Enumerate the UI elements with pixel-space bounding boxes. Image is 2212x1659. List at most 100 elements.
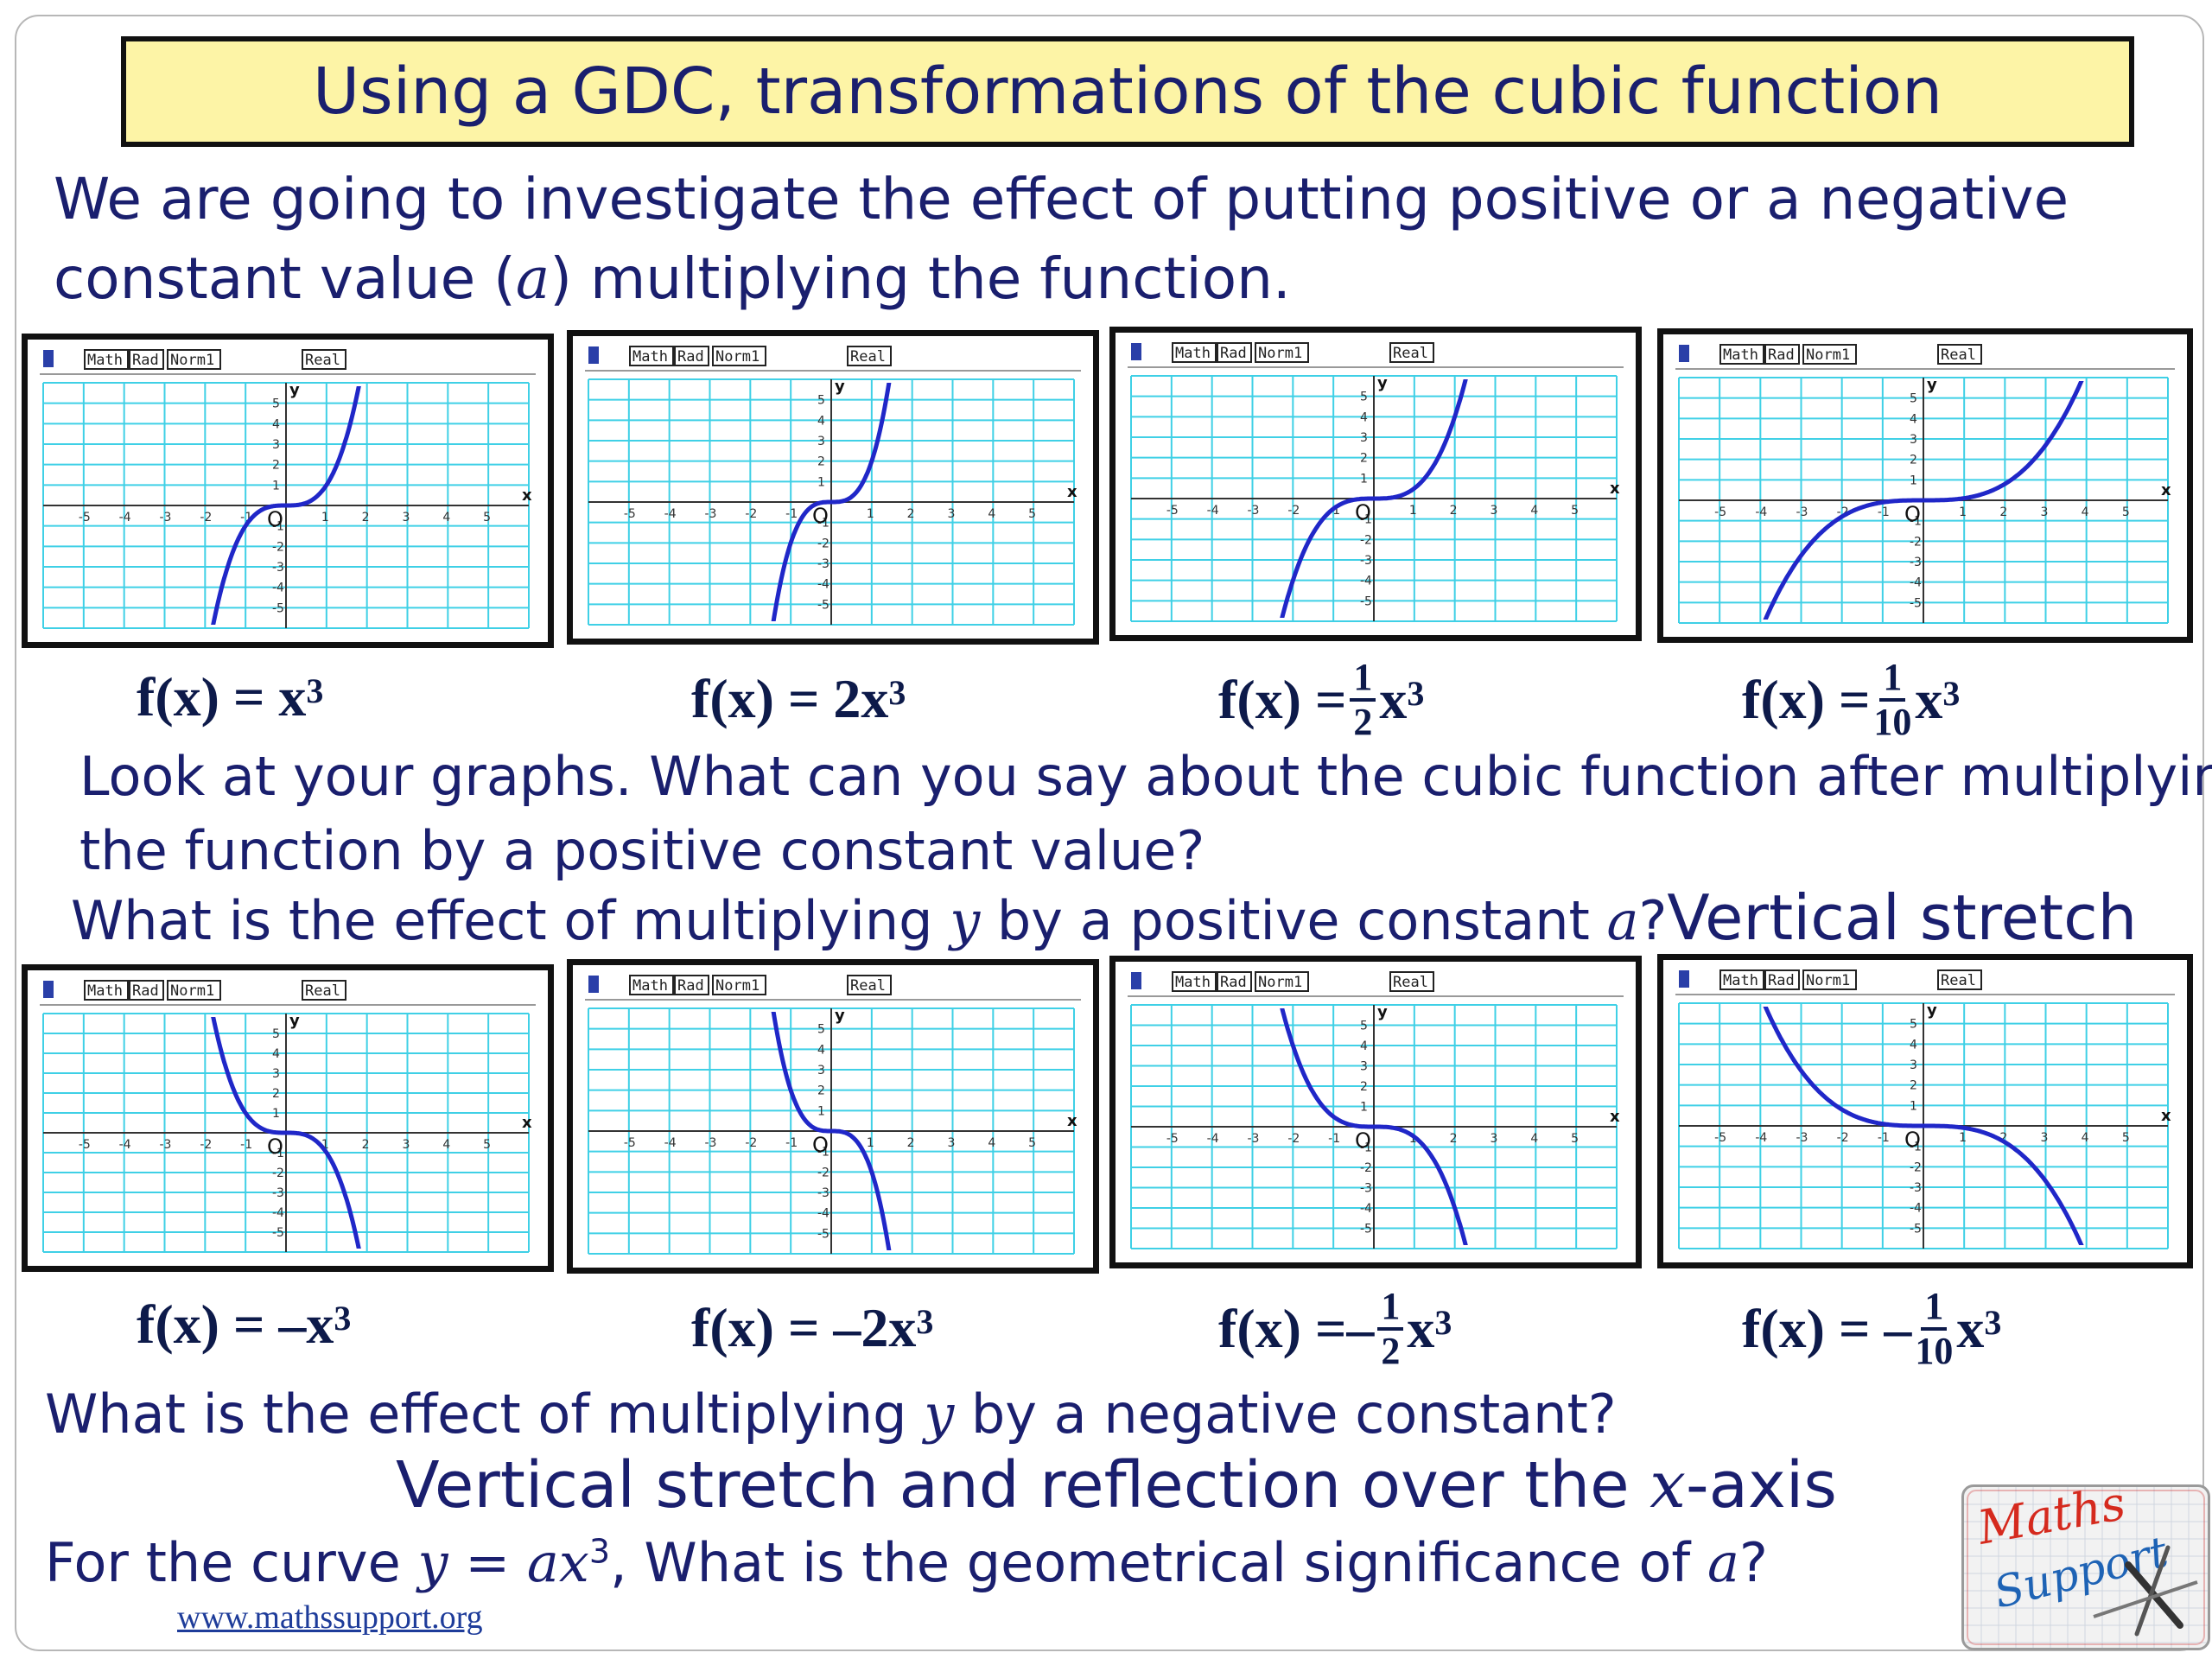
status-badge-text: Norm1 <box>715 348 760 365</box>
cubic-curve <box>771 383 892 621</box>
status-badge <box>674 975 709 995</box>
x-tick-label: 1 <box>1959 505 1967 519</box>
cubic-curve <box>1763 1007 2084 1245</box>
status-badge <box>167 349 221 370</box>
question4-eq-y: y <box>417 1531 448 1594</box>
y-tick-label: -3 <box>1360 554 1372 568</box>
y-tick-label: 4 <box>817 1043 825 1057</box>
formula-pos-2-text: f(x) = 2x <box>691 668 889 729</box>
y-tick-label: 2 <box>272 1087 280 1101</box>
x-tick-label: 4 <box>2082 505 2089 519</box>
intro-line-1: We are going to investigate the effect o… <box>54 166 2069 232</box>
x-tick-label: 4 <box>1530 1132 1538 1146</box>
question2-post: ? <box>1638 889 1668 952</box>
formula-pos-4-exp: 3 <box>1942 673 1961 713</box>
status-badge-text: Math <box>87 352 123 369</box>
x-tick-label: 4 <box>988 507 995 521</box>
cubic-curve <box>1280 1008 1468 1245</box>
question2-pre: What is the effect of multiplying <box>71 889 950 952</box>
y-tick-label: -5 <box>817 598 830 612</box>
footer-url-link[interactable]: www.mathssupport.org <box>177 1599 483 1636</box>
answer-vertical-stretch: Vertical stretch <box>1667 881 2138 954</box>
status-badge-text: Norm1 <box>1258 974 1302 991</box>
y-tick-label: 2 <box>1360 1080 1368 1094</box>
y-tick-label: 5 <box>1910 1018 1917 1032</box>
fraction-denominator: 2 <box>1353 701 1373 743</box>
status-badge-text: Math <box>1175 974 1211 991</box>
formula-pos-4: f(x) = 1 10 x 3 <box>1742 658 1960 741</box>
status-badge <box>1255 971 1309 992</box>
x-tick-label: 3 <box>2041 1131 2049 1145</box>
x-tick-label: -3 <box>160 1138 172 1152</box>
x-tick-label: -5 <box>79 511 91 524</box>
status-badge-text: Rad <box>1768 972 1795 989</box>
x-tick-label: -2 <box>1287 504 1300 518</box>
answer3-pre: Vertical stretch and reflection over the <box>396 1448 1650 1522</box>
x-tick-label: 5 <box>2122 1131 2130 1145</box>
formula-neg-2: f(x) = –2x 3 <box>691 1296 933 1360</box>
question2-var-a: a <box>1606 889 1639 952</box>
x-axis-label: x <box>2161 481 2171 499</box>
battery-icon <box>588 976 599 993</box>
formula-pos-3-pre: f(x) = <box>1218 669 1347 730</box>
x-tick-label: -3 <box>1796 1131 1808 1145</box>
y-tick-label: -1 <box>817 1146 830 1160</box>
x-tick-label: -1 <box>240 1138 252 1152</box>
x-tick-label: -4 <box>1207 1132 1219 1146</box>
origin-label: O <box>1355 500 1371 524</box>
y-tick-label: 1 <box>1910 474 1917 487</box>
y-tick-label: -1 <box>272 1147 284 1160</box>
y-tick-label: 3 <box>817 1064 825 1077</box>
y-tick-label: -3 <box>1360 1182 1372 1196</box>
status-badge <box>84 349 129 370</box>
status-badge <box>129 980 164 1001</box>
x-tick-label: 4 <box>442 1138 450 1152</box>
y-tick-label: 4 <box>272 417 280 431</box>
y-tick-label: -4 <box>272 1206 284 1220</box>
origin-label: O <box>1904 502 1921 526</box>
origin-label: O <box>812 1133 829 1157</box>
y-tick-label: -1 <box>1360 1141 1372 1155</box>
x-tick-label: -4 <box>1755 505 1767 519</box>
y-tick-label: -2 <box>817 537 830 550</box>
x-axis-label: x <box>1067 483 1077 501</box>
status-badge <box>712 346 766 366</box>
x-tick-label: 1 <box>1959 1131 1967 1145</box>
y-tick-label: -3 <box>817 557 830 571</box>
y-tick-label: -3 <box>272 1186 284 1200</box>
status-badge <box>847 346 892 366</box>
status-badge-text: Norm1 <box>170 982 214 1000</box>
question4-eq-mid: = <box>448 1531 527 1594</box>
y-tick-label: 1 <box>1360 1101 1368 1115</box>
origin-label: O <box>267 507 283 531</box>
status-badge-text: Real <box>850 348 886 365</box>
status-badge-text: Real <box>1393 345 1428 362</box>
status-badge <box>1172 971 1217 992</box>
x-tick-label: -2 <box>1287 1132 1300 1146</box>
y-tick-label: -1 <box>817 517 830 531</box>
x-tick-label: -5 <box>1166 504 1179 518</box>
x-tick-label: 3 <box>2041 505 2049 519</box>
status-badge <box>84 980 129 1001</box>
x-tick-label: 2 <box>1450 504 1458 518</box>
y-axis-label: y <box>835 378 845 396</box>
status-badge-text: Real <box>1941 346 1976 364</box>
x-tick-label: 3 <box>1491 504 1498 518</box>
status-badge-text: Real <box>1941 972 1976 989</box>
question4-post: ? <box>1738 1531 1768 1594</box>
y-tick-label: -2 <box>1910 1160 1922 1174</box>
status-badge-text: Math <box>632 977 668 995</box>
y-tick-label: 2 <box>1360 452 1368 466</box>
status-badge-text: Norm1 <box>715 977 760 995</box>
x-tick-label: 3 <box>948 1136 956 1150</box>
x-tick-label: -2 <box>200 1138 212 1152</box>
x-tick-label: 5 <box>2122 505 2130 519</box>
fraction-numerator: 1 <box>1879 658 1906 702</box>
x-tick-label: 5 <box>1028 1136 1036 1150</box>
formula-pos-2: f(x) = 2x 3 <box>691 667 906 731</box>
status-badge <box>129 349 164 370</box>
question3-pre: What is the effect of multiplying <box>45 1382 925 1446</box>
battery-icon <box>588 346 599 364</box>
